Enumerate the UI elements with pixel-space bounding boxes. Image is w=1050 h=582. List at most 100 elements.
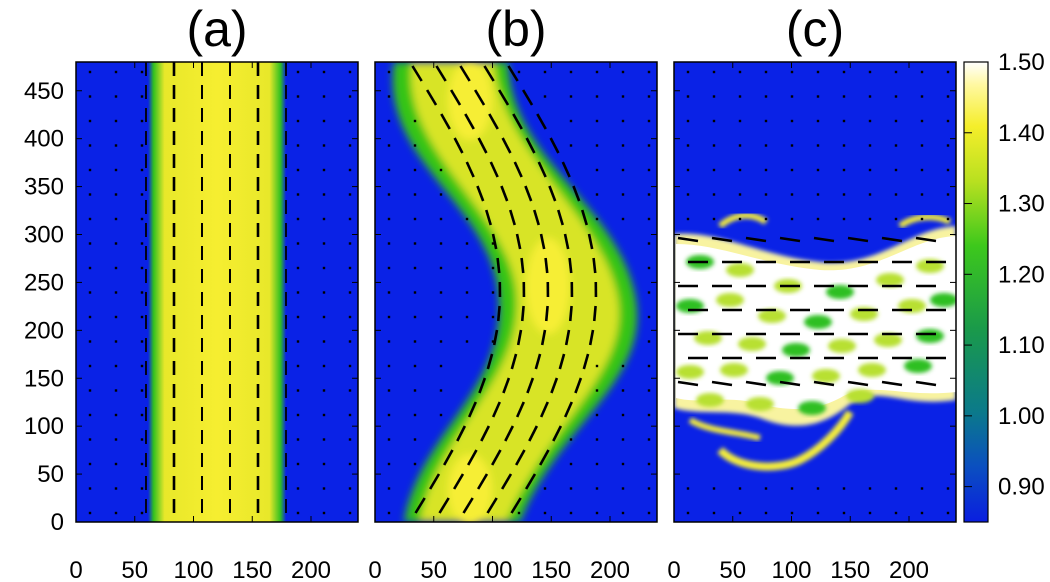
director-dot <box>491 291 495 294</box>
director-dot <box>595 119 599 123</box>
director-dash <box>513 161 523 178</box>
director-dot <box>88 168 92 172</box>
x-tick-label: 50 <box>121 557 148 582</box>
heatmap-panel-b <box>375 62 657 522</box>
director-dot <box>621 119 625 123</box>
director-dash <box>520 257 525 274</box>
director-dot <box>543 95 547 98</box>
cell-blob <box>696 393 724 407</box>
director-dash <box>464 113 475 130</box>
director-dot <box>647 217 651 221</box>
director-dot <box>621 389 625 392</box>
director-dash <box>534 353 542 370</box>
director-dash <box>515 449 526 466</box>
director-dot <box>686 217 690 221</box>
x-tick-label: 0 <box>667 557 680 582</box>
director-dash <box>488 113 499 130</box>
director-dot <box>647 266 651 270</box>
director-dot <box>621 438 625 441</box>
colorbar-tick-label: 0.90 <box>998 474 1045 501</box>
heatmap-panel-c <box>674 62 956 522</box>
director-dash <box>476 185 485 202</box>
director-dot <box>413 462 417 466</box>
director-dot <box>868 70 872 74</box>
director-dash <box>677 380 699 387</box>
cell-blob <box>828 339 856 353</box>
director-dash <box>501 137 512 154</box>
director-dot <box>738 144 742 147</box>
director-dash <box>544 305 549 322</box>
director-dot <box>322 462 326 466</box>
director-dot <box>387 315 391 319</box>
director-dash <box>588 329 595 346</box>
director-dot <box>738 95 742 98</box>
director-dot <box>140 389 144 392</box>
director-dot <box>647 144 651 147</box>
director-dash <box>779 236 801 243</box>
director-dot <box>322 119 326 123</box>
director-dot <box>140 487 144 490</box>
director-dash <box>539 449 550 466</box>
director-dash <box>568 257 573 274</box>
director-dot <box>348 291 352 294</box>
director-dot <box>114 340 118 343</box>
director-dot <box>413 340 417 343</box>
director-dash <box>491 233 498 250</box>
director-dot <box>439 364 443 368</box>
y-tick-label: 200 <box>24 317 64 344</box>
director-dash <box>459 65 471 82</box>
director-dot <box>140 462 144 466</box>
director-dot <box>387 144 391 147</box>
director-dot <box>920 217 924 221</box>
director-dot <box>140 413 144 417</box>
director-dot <box>387 438 391 441</box>
director-dot <box>88 144 92 147</box>
director-dot <box>114 315 118 319</box>
cell-blob <box>904 359 932 373</box>
director-dot <box>296 462 300 466</box>
director-dot <box>621 144 625 147</box>
director-dot <box>140 193 144 196</box>
y-tick-label: 350 <box>24 174 64 201</box>
x-tick-label: 150 <box>232 557 272 582</box>
director-dot <box>322 364 326 368</box>
y-tick-label: 0 <box>51 509 64 536</box>
director-dot <box>348 487 352 490</box>
director-dot <box>946 119 950 123</box>
director-dot <box>348 511 352 515</box>
director-dash <box>452 473 465 490</box>
director-dot <box>348 144 352 147</box>
director-dot <box>595 217 599 221</box>
director-dot <box>920 70 924 74</box>
director-dot <box>712 193 716 196</box>
director-dot <box>348 193 352 196</box>
director-dot <box>413 438 417 441</box>
director-dash <box>881 380 903 387</box>
panel-title-a: (a) <box>186 1 247 57</box>
director-dot <box>413 266 417 270</box>
director-dot <box>387 193 391 196</box>
director-dot <box>114 144 118 147</box>
cell-blob <box>858 363 886 377</box>
director-dot <box>764 168 768 172</box>
director-dot <box>712 144 716 147</box>
director-dot <box>322 291 326 294</box>
director-dot <box>140 168 144 172</box>
colorbar-tick-label: 1.10 <box>998 332 1045 359</box>
director-dot <box>621 364 625 368</box>
director-dot <box>868 511 872 515</box>
director-dot <box>842 95 846 98</box>
director-dot <box>842 217 846 221</box>
director-dash <box>677 236 699 243</box>
director-dot <box>413 144 417 147</box>
director-dot <box>114 389 118 392</box>
director-dot <box>114 266 118 270</box>
director-dash <box>496 257 501 274</box>
director-dot <box>491 242 495 245</box>
director-dot <box>569 511 573 515</box>
heatmap-panel-a <box>76 62 358 522</box>
director-dot <box>439 242 443 245</box>
cell-blob <box>738 337 766 351</box>
director-dot <box>88 364 92 368</box>
director-dash <box>539 233 546 250</box>
